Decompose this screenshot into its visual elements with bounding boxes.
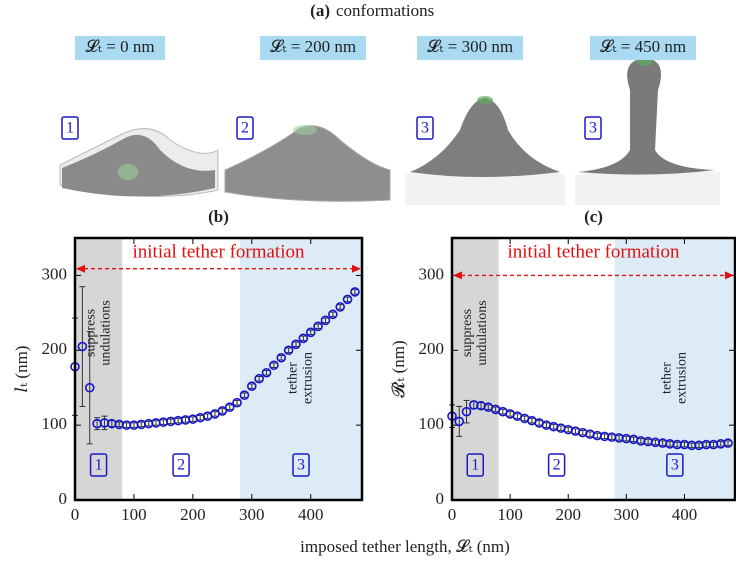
x-tick-label: 0 [71, 505, 80, 524]
label-background [75, 36, 165, 60]
data-point [246, 381, 257, 392]
x-tick-label: 100 [121, 505, 147, 524]
data-point [224, 402, 235, 412]
data-point [217, 406, 228, 416]
arrow-head [76, 264, 85, 273]
data-point [320, 315, 331, 326]
region-text: undulations [98, 300, 113, 365]
stage-label: 3 [589, 120, 597, 137]
conformation-label: 𝓛ₜ = 0 nm [85, 37, 154, 56]
data-point [461, 406, 472, 417]
region-text: extrusion [675, 352, 690, 404]
stage-label: 2 [241, 120, 249, 137]
stage-label: 1 [471, 457, 479, 474]
y-tick-label: 300 [42, 264, 68, 283]
conformation-images [59, 58, 720, 205]
stage-label: 2 [553, 457, 561, 474]
data-point [723, 438, 733, 448]
region-text: suppress [83, 309, 98, 357]
data-point [261, 367, 272, 378]
stage-box [466, 453, 484, 477]
arrow-head [453, 271, 462, 280]
label-background [590, 36, 696, 60]
region [452, 238, 499, 500]
conformation-label: 𝓛ₜ = 200 nm [270, 37, 356, 56]
arrow-head [725, 271, 734, 280]
x-tick-label: 200 [555, 505, 581, 524]
conformation-label: 𝓛ₜ = 300 nm [427, 37, 513, 56]
stage-label: 3 [421, 120, 429, 137]
plot-frame [450, 236, 736, 502]
data-point [313, 321, 323, 332]
y-axis-label: 𝓡ₜ (nm) [389, 340, 408, 397]
stage-box [236, 116, 254, 140]
stage-box [416, 116, 434, 140]
region-text: suppress [460, 309, 475, 357]
x-tick-label: 400 [298, 505, 324, 524]
data-point [298, 333, 309, 344]
data-point [232, 397, 242, 408]
annotation-text: initial tether formation [507, 241, 680, 262]
data-point [254, 373, 264, 384]
stage-label: 3 [297, 457, 305, 474]
data-point [276, 352, 287, 363]
data-point [350, 287, 360, 297]
stage-box [547, 453, 566, 477]
data-point [269, 360, 279, 371]
y-tick-label: 100 [419, 414, 445, 433]
data-point [328, 309, 338, 320]
stage-box [292, 453, 310, 477]
region-text: tether [286, 362, 301, 394]
arrow-head [352, 264, 361, 273]
data-point [283, 345, 294, 356]
stage-box [61, 116, 79, 140]
data-point [342, 294, 353, 305]
x-tick-label: 400 [672, 505, 698, 524]
x-tick-label: 0 [448, 505, 457, 524]
data-point [305, 327, 316, 338]
stage-label: 3 [671, 457, 679, 474]
y-tick-label: 200 [42, 339, 68, 358]
y-tick-label: 100 [42, 414, 68, 433]
panel-label: (b) [208, 207, 229, 226]
region-text: undulations [475, 300, 490, 365]
region-text: tether [660, 362, 675, 394]
data-point [84, 382, 95, 393]
y-axis-label: 𝑙ₜ (nm) [12, 346, 31, 393]
y-tick-label: 0 [59, 489, 68, 508]
label-background [260, 36, 366, 60]
data-point [454, 416, 465, 427]
conformation-label: 𝓛ₜ = 450 nm [600, 37, 686, 56]
stage-box [89, 453, 108, 477]
stage-label: 1 [95, 457, 103, 474]
x-tick-label: 200 [180, 505, 206, 524]
stage-box [172, 453, 190, 477]
plot-frame [73, 236, 364, 502]
x-tick-label: 100 [497, 505, 523, 524]
annotation-text: initial tether formation [132, 241, 305, 262]
data-point [291, 339, 301, 350]
stage-box [666, 453, 684, 477]
x-tick-label: 300 [614, 505, 640, 524]
region [614, 238, 735, 500]
data-point [77, 341, 88, 352]
x-axis-label: imposed tether length, 𝓛ₜ (nm) [300, 537, 510, 556]
panel-label: (a) [310, 1, 330, 20]
label-background [417, 36, 523, 60]
y-tick-label: 300 [419, 264, 445, 283]
data-point [239, 390, 250, 401]
stage-box [584, 116, 602, 140]
stage-label: 1 [66, 120, 74, 137]
data-point [335, 302, 345, 312]
panel-label: (c) [584, 207, 603, 226]
x-tick-label: 300 [239, 505, 265, 524]
region-text: extrusion [301, 352, 316, 404]
stage-label: 2 [177, 457, 185, 474]
region [240, 238, 362, 500]
y-tick-label: 0 [436, 489, 445, 508]
y-tick-label: 200 [419, 339, 445, 358]
panel-title: conformations [336, 1, 434, 20]
